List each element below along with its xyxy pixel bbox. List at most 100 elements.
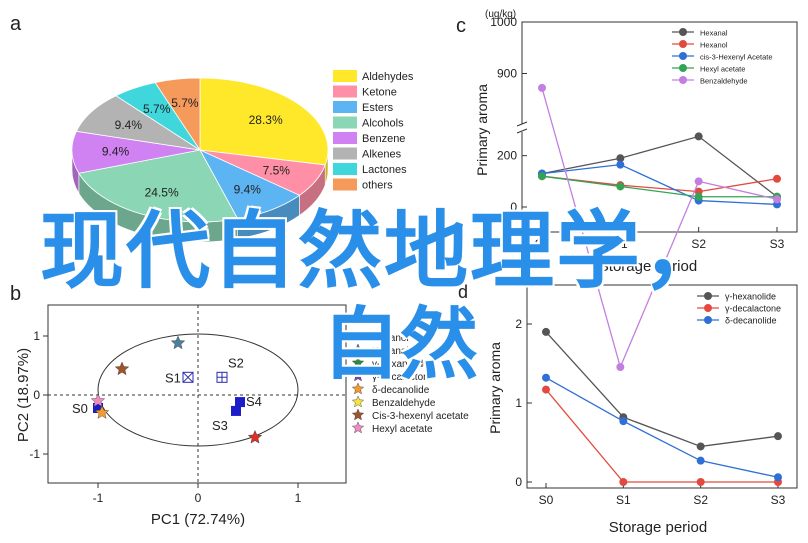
legend-star [351, 369, 365, 382]
pie-slice-esters [199, 149, 301, 220]
series-point [696, 442, 705, 451]
series-point [694, 132, 703, 141]
series-line [545, 389, 778, 483]
legend-swatch [333, 101, 357, 113]
series-point [694, 177, 703, 186]
legend-label: others [362, 180, 393, 192]
series-line [545, 331, 779, 448]
series-line [541, 87, 778, 370]
sample-label: S1 [165, 370, 181, 385]
sample-label: S3 [212, 418, 228, 433]
legend-swatch [333, 178, 357, 191]
legend-star [351, 382, 365, 395]
x-tick-label: S3 [770, 237, 785, 251]
series-point [542, 373, 550, 382]
plot-d-xlabel: Storage period [609, 519, 707, 536]
y-tick-label: 0 [510, 200, 517, 214]
plot-c-ylabel: Primary aroma [474, 84, 490, 176]
overlay-title-line2: 自然 [322, 300, 479, 390]
line-chart-d: Primary aroma Storage period 2 1 0 S0 S1 S2 S3… [487, 284, 798, 536]
sample-point-s1 [182, 371, 194, 383]
legend-marker [679, 52, 687, 60]
legend-label: Hexanal [372, 346, 409, 357]
x-tick-label: 1 [295, 491, 302, 505]
pie-data-label: 24.5% [145, 185, 179, 199]
x-tick-label: S1 [613, 237, 628, 251]
panel-label-a: a [10, 13, 22, 35]
legend-marker [704, 304, 712, 312]
legend-marker [679, 64, 687, 72]
legend-swatch [333, 85, 357, 98]
legend-marker [704, 316, 712, 324]
y-tick-label: 900 [497, 67, 517, 81]
axis-break-mask [517, 124, 529, 132]
pie-data-label: 9.4% [234, 182, 262, 196]
legend-star [351, 356, 365, 369]
sample-point-s0 [93, 402, 103, 413]
legend-marker [704, 292, 712, 300]
pie-slice-aldehydes [199, 77, 329, 166]
pie-data-label: 5.7% [171, 96, 199, 110]
pca-xlabel: PC1 (72.74%) [151, 511, 245, 528]
x-tick-label: 0 [195, 491, 202, 505]
legend-label: γ-decalactone [725, 304, 781, 314]
legend-label: Benzene [362, 133, 405, 145]
plot-c-legend: Hexanal Hexanol cis-3-Hexenyl Acetate Hexyl… [672, 28, 773, 86]
series-point [616, 182, 625, 191]
legend-label: Hexyl acetate [372, 424, 433, 435]
loading-star-point [247, 429, 263, 444]
x-tick-label: S2 [693, 493, 708, 507]
legend-star [351, 330, 365, 343]
pie-chart: 28.3%7.5%9.4%24.5%9.4%9.4%5.7% 5.7% [71, 77, 329, 243]
legend-star [351, 408, 365, 421]
loading-star-point [170, 335, 186, 350]
legend-label: Hexyl acetate [700, 65, 745, 74]
panel-label-c: c [456, 15, 466, 37]
loading-star-point [114, 361, 130, 376]
series-line [541, 135, 778, 198]
pca-legend: Hexanol Hexanal γ-hexanolide γ-decalactone δ… [351, 330, 469, 435]
plot-c-xlabel: Storage period [599, 258, 697, 275]
series-point [542, 385, 550, 394]
pie-data-label: 7.5% [263, 163, 291, 177]
sample-label: S2 [228, 355, 244, 370]
plot-d-ylabel: Primary aroma [487, 342, 503, 434]
legend-star [351, 395, 365, 408]
legend-label: Alkenes [362, 149, 402, 161]
x-tick-label: S2 [691, 237, 706, 251]
legend-label: Cis-3-hexenyl acetate [372, 411, 469, 422]
pca-frame [47, 304, 347, 484]
series-point [616, 154, 625, 163]
pie-slice-alcohols [78, 149, 239, 223]
x-tick-label: S0 [539, 493, 554, 507]
series-point [619, 417, 628, 426]
sample-label: S0 [72, 401, 88, 416]
series-line [541, 163, 778, 206]
y-tick-label: -1 [29, 447, 40, 461]
pca-plot: -1 0 1 1 0 -1 S0 S1 S2 S3 S4 Hexanol Hexanal γ-hexa… [15, 304, 469, 528]
y-tick-label: 1 [33, 329, 40, 343]
legend-label: Hexanol [700, 41, 728, 50]
sample-label: S4 [246, 394, 262, 409]
confidence-ellipse [97, 333, 299, 447]
series-point [774, 473, 782, 482]
overlay-title-line1: 现代自然地理学， [40, 202, 729, 300]
series-point [542, 327, 550, 336]
loading-star-point [94, 405, 110, 419]
x-tick-label: S3 [771, 493, 786, 507]
legend-label: Benzaldehyde [372, 398, 436, 409]
legend-marker [679, 28, 687, 36]
legend-star [351, 343, 365, 356]
pca-ylabel: PC2 (18.97%) [15, 348, 32, 442]
legend-label: δ-decanolide [725, 316, 777, 326]
legend-swatch [333, 147, 357, 160]
sample-point-s2-cross [217, 372, 227, 383]
series-point [774, 432, 782, 441]
x-tick-label: S1 [616, 493, 631, 507]
series-point [616, 363, 625, 372]
plot-c-unit: (ug/kg) [485, 9, 516, 20]
y-tick-label: 0 [515, 475, 522, 489]
series-point [773, 174, 781, 183]
pie-slice-benzene [71, 130, 201, 174]
